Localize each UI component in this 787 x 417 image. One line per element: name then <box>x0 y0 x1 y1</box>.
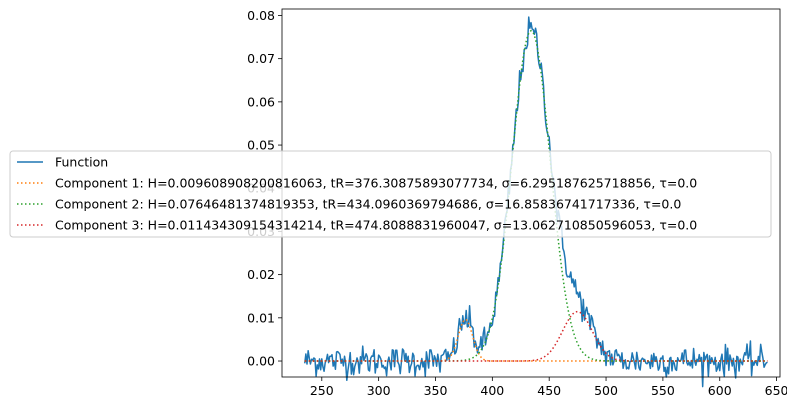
y-tick-label-0.05: 0.05 <box>247 138 275 153</box>
x-tick-label-600: 600 <box>708 383 732 398</box>
legend: Function Component 1: H=0.009608908200816… <box>9 150 772 238</box>
component-3-line <box>304 310 768 362</box>
y-tick-label-0.06: 0.06 <box>247 94 275 109</box>
y-tick-label-0.01: 0.01 <box>247 310 275 325</box>
y-tick-label-0.08: 0.08 <box>247 8 275 23</box>
legend-label-2: Component 2: H=0.07646481374819353, tR=4… <box>55 197 681 212</box>
x-tick-label-250: 250 <box>310 383 334 398</box>
legend-label-3: Component 3: H=0.011434309154314214, tR=… <box>55 218 697 233</box>
x-tick-label-450: 450 <box>537 383 561 398</box>
plot-area <box>303 16 768 388</box>
y-tick-label-0.00: 0.00 <box>247 354 275 369</box>
x-tick-label-650: 650 <box>765 383 787 398</box>
x-tick-label-550: 550 <box>651 383 675 398</box>
x-tick-label-350: 350 <box>424 383 448 398</box>
legend-label-0: Function <box>55 155 108 170</box>
legend-label-1: Component 1: H=0.009608908200816063, tR=… <box>55 176 697 191</box>
x-tick-label-500: 500 <box>594 383 618 398</box>
legend-box <box>9 150 772 238</box>
function-line <box>303 16 768 388</box>
x-tick-label-300: 300 <box>367 383 391 398</box>
y-tick-label-0.02: 0.02 <box>247 267 275 282</box>
x-tick-label-400: 400 <box>480 383 504 398</box>
y-tick-label-0.07: 0.07 <box>247 51 275 66</box>
